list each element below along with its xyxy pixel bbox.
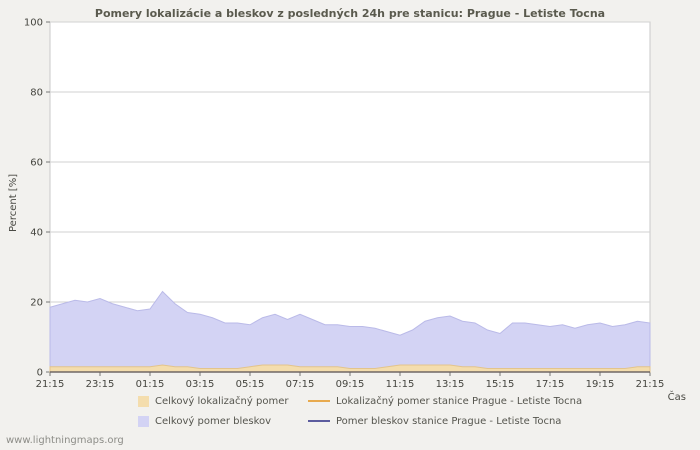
x-tick-label: 19:15 xyxy=(586,379,615,390)
y-tick-label: 100 xyxy=(24,18,43,29)
chart-plot: 0 20 40 60 80 100 21:15 23:15 01:15 03:15 05:15 07:… xyxy=(24,18,665,391)
x-tick-label: 21:15 xyxy=(36,379,65,390)
legend-label-total-localization-ratio: Celkový lokalizačný pomer xyxy=(155,395,289,407)
x-tick-label: 03:15 xyxy=(186,379,215,390)
x-tick-label: 17:15 xyxy=(536,379,565,390)
legend-label-total-strike-ratio: Celkový pomer bleskov xyxy=(155,415,272,427)
x-tick-label: 07:15 xyxy=(286,379,315,390)
chart-title: Pomery lokalizácie a bleskov z poslednýc… xyxy=(94,7,606,20)
legend-item-station-strike-ratio: Pomer bleskov stanice Prague - Letiste T… xyxy=(308,411,582,431)
legend-item-station-localization-ratio: Lokalizačný pomer stanice Prague - Letis… xyxy=(308,391,582,411)
x-tick-label: 05:15 xyxy=(236,379,265,390)
area-series-2 xyxy=(49,290,651,373)
x-tick-label: 01:15 xyxy=(136,379,165,390)
legend-label-station-localization-ratio: Lokalizačný pomer stanice Prague - Letis… xyxy=(336,395,583,407)
legend-swatch-total-localization-ratio xyxy=(138,395,149,407)
x-tick-label: 15:15 xyxy=(486,379,515,390)
x-tick-label: 11:15 xyxy=(386,379,415,390)
y-axis-label: Percent [%] xyxy=(8,173,19,232)
x-tick-label: 09:15 xyxy=(336,379,365,390)
legend: Celkový lokalizačný pomer Lokalizačný po… xyxy=(138,391,582,431)
area-series-0 xyxy=(49,364,651,373)
legend-line-swatch-station-localization-ratio xyxy=(308,400,330,402)
x-axis-label: Čas xyxy=(667,392,686,403)
y-tick-label: 40 xyxy=(30,228,43,239)
x-tick-label: 23:15 xyxy=(86,379,115,390)
y-tick-label: 60 xyxy=(30,158,43,169)
watermark-link: www.lightningmaps.org xyxy=(6,435,124,446)
legend-item-total-strike-ratio: Celkový pomer bleskov xyxy=(138,411,308,431)
legend-line-swatch-station-strike-ratio xyxy=(308,420,330,422)
y-tick-label: 0 xyxy=(37,368,43,379)
y-tick-label: 20 xyxy=(30,298,43,309)
y-tick-label: 80 xyxy=(30,88,43,99)
legend-swatch-total-strike-ratio xyxy=(138,415,149,427)
legend-item-total-localization-ratio: Celkový lokalizačný pomer xyxy=(138,391,308,411)
legend-label-station-strike-ratio: Pomer bleskov stanice Prague - Letiste T… xyxy=(336,415,562,427)
x-tick-label: 13:15 xyxy=(436,379,465,390)
x-tick-label: 21:15 xyxy=(636,379,665,390)
